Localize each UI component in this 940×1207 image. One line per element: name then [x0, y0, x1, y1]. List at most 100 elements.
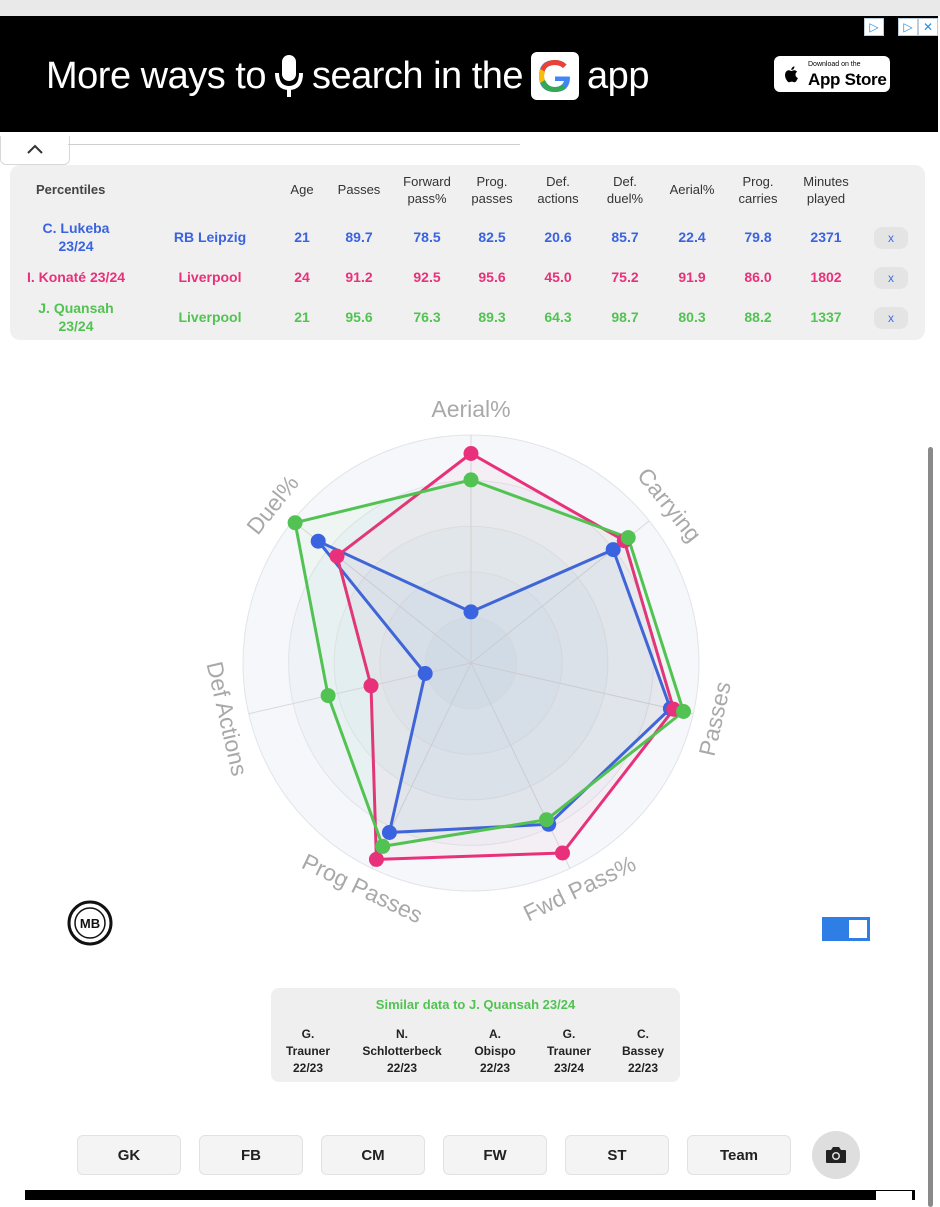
- cell-value: 75.2: [611, 269, 639, 285]
- cell-value: 80.3: [678, 309, 706, 325]
- cell-value: 86.0: [744, 269, 772, 285]
- column-header-def-duel: Def. duel%: [606, 174, 644, 206]
- series-polygon: [335, 452, 676, 861]
- mb-logo: MB: [67, 900, 113, 946]
- cell-value: 89.3: [478, 309, 506, 325]
- radar-spoke: [470, 662, 694, 715]
- position-button-st[interactable]: ST: [565, 1135, 669, 1175]
- adchoices-icon[interactable]: ▷: [864, 18, 884, 36]
- remove-player-button[interactable]: x: [874, 227, 908, 249]
- similar-player[interactable]: C. Bassey 22/23: [621, 1027, 665, 1075]
- cell-value: 92.5: [413, 269, 441, 285]
- data-point[interactable]: [320, 688, 336, 704]
- data-point[interactable]: [375, 838, 391, 854]
- position-button-team[interactable]: Team: [687, 1135, 791, 1175]
- app-store-small-text: Download on the: [808, 61, 861, 68]
- scrollbar[interactable]: [928, 447, 933, 1207]
- cell-value: 82.5: [478, 229, 506, 245]
- radar-spoke: [470, 662, 571, 869]
- app-store-badge[interactable]: Download on the App Store: [774, 56, 890, 92]
- cell-value: 1802: [810, 269, 842, 285]
- apple-logo: [785, 66, 798, 83]
- camera-icon: [826, 1147, 846, 1163]
- cell-value: 95.6: [478, 269, 506, 285]
- column-header-prog-passes: Prog. passes: [471, 174, 513, 206]
- cell-value: 22.4: [678, 229, 706, 245]
- google-g-logo: [531, 52, 580, 100]
- data-point[interactable]: [605, 542, 621, 558]
- percentiles-heading: Percentiles: [36, 182, 106, 197]
- cell-value: 20.6: [544, 229, 572, 245]
- position-button-fw[interactable]: FW: [443, 1135, 547, 1175]
- data-point[interactable]: [676, 704, 691, 719]
- data-point[interactable]: [329, 548, 345, 564]
- percentiles-table: Percentiles Age Passes Forward pass% Prog…: [10, 165, 925, 340]
- cell-value: 98.7: [611, 309, 639, 325]
- cell-value: 21: [294, 309, 310, 325]
- adchoices-icon[interactable]: [876, 1191, 912, 1200]
- cell-value: 88.2: [744, 309, 772, 325]
- team-konate: Liverpool: [178, 269, 242, 285]
- player-name-quansah[interactable]: J. Quansah 23/24: [38, 300, 114, 334]
- axis-label: Aerial%: [431, 396, 510, 422]
- data-point[interactable]: [368, 851, 384, 867]
- similar-player[interactable]: N. Schlotterbeck 22/23: [362, 1027, 442, 1075]
- data-point[interactable]: [463, 604, 479, 620]
- similar-player[interactable]: A. Obispo 22/23: [474, 1027, 516, 1075]
- data-point[interactable]: [310, 533, 326, 549]
- adchoices-play-icon[interactable]: ▷: [898, 18, 918, 36]
- ad-text-before: More ways to: [46, 54, 266, 97]
- ad-banner[interactable]: More ways to search in the app Download …: [0, 16, 938, 132]
- data-point[interactable]: [463, 446, 479, 461]
- remove-player-button[interactable]: x: [874, 307, 908, 329]
- view-toggle[interactable]: [822, 917, 870, 941]
- cell-value: 85.7: [611, 229, 639, 245]
- column-header-age: Age: [290, 182, 314, 197]
- app-store-big-text: App Store: [808, 70, 887, 89]
- similar-player[interactable]: G. Trauner 22/23: [285, 1027, 330, 1075]
- similar-title: Similar data to J. Quansah 23/24: [375, 997, 576, 1012]
- cell-value: 24: [294, 269, 310, 285]
- collapse-toggle[interactable]: [0, 136, 70, 165]
- divider: [68, 144, 520, 145]
- screenshot-button[interactable]: [812, 1131, 860, 1179]
- data-point[interactable]: [539, 812, 554, 828]
- cell-value: 91.2: [345, 269, 373, 285]
- cell-value: 76.3: [413, 309, 441, 325]
- data-point[interactable]: [555, 845, 570, 861]
- microphone-icon: [274, 55, 303, 97]
- remove-player-button[interactable]: x: [874, 267, 908, 289]
- cell-value: 64.3: [544, 309, 572, 325]
- column-header-def-actions: Def. actions: [537, 174, 579, 206]
- bottom-ad-banner[interactable]: [25, 1190, 915, 1200]
- position-button-fb[interactable]: FB: [199, 1135, 303, 1175]
- column-header-minutes: Minutes played: [803, 174, 849, 206]
- position-button-gk[interactable]: GK: [77, 1135, 181, 1175]
- browser-top-strip: [0, 0, 940, 16]
- player-name-lukeba[interactable]: C. Lukeba 23/24: [42, 220, 110, 254]
- cell-value: 21: [294, 229, 310, 245]
- cell-value: 95.6: [345, 309, 373, 325]
- ad-headline: More ways to search in the app: [46, 52, 649, 100]
- cell-value: 78.5: [413, 229, 441, 245]
- similar-players-panel: Similar data to J. Quansah 23/24 G. Traun…: [271, 988, 680, 1082]
- similar-player[interactable]: G. Trauner 23/24: [546, 1027, 591, 1075]
- column-header-forward-pass: Forward pass%: [403, 174, 451, 206]
- data-point[interactable]: [381, 825, 397, 840]
- ad-text-after: app: [587, 54, 649, 97]
- position-button-cm[interactable]: CM: [321, 1135, 425, 1175]
- data-point[interactable]: [620, 530, 636, 546]
- close-icon[interactable]: ✕: [918, 18, 938, 36]
- data-point[interactable]: [363, 678, 379, 694]
- data-point[interactable]: [417, 666, 433, 681]
- player-name-konate[interactable]: I. Konaté 23/24: [26, 269, 126, 285]
- column-header-prog-carries: Prog. carries: [738, 174, 778, 206]
- cell-value: 91.9: [678, 269, 706, 285]
- series-polygon: [293, 478, 685, 848]
- radar-spoke: [248, 662, 472, 715]
- data-point[interactable]: [287, 515, 303, 531]
- data-point[interactable]: [463, 472, 479, 488]
- axis-label: Passes: [694, 679, 736, 758]
- column-header-aerial: Aerial%: [669, 182, 715, 197]
